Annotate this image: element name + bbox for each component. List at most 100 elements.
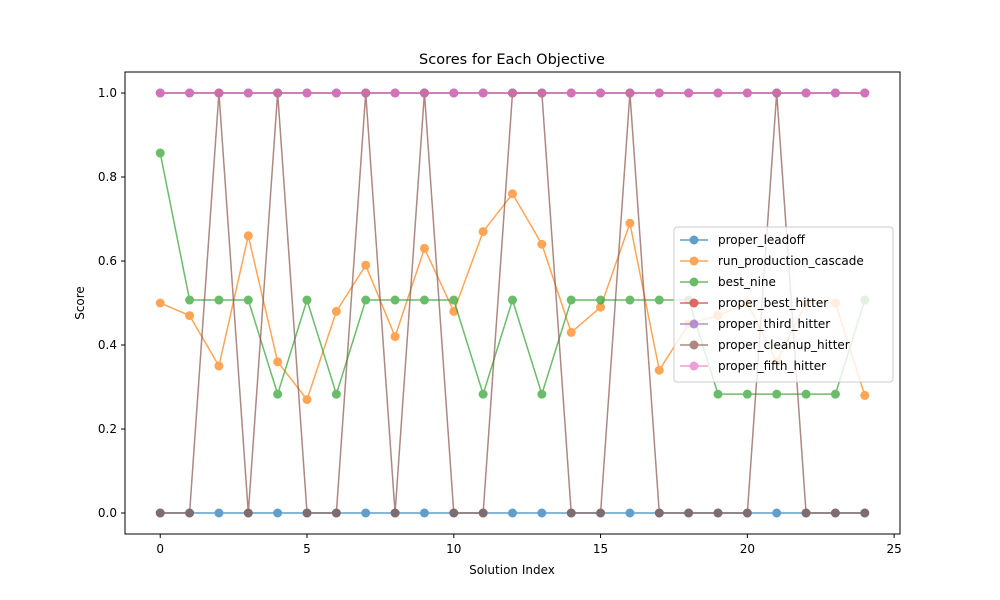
legend-item	[680, 361, 708, 371]
data-point	[478, 227, 488, 237]
data-point	[273, 389, 283, 399]
y-tick-label: 0.0	[98, 506, 117, 520]
legend-item	[680, 319, 708, 329]
x-tick-label: 0	[156, 542, 164, 556]
data-point	[478, 508, 488, 518]
legend-item	[680, 298, 708, 308]
data-point	[390, 508, 400, 518]
series-proper_leadoff	[155, 508, 870, 518]
x-tick-label: 10	[446, 542, 461, 556]
data-point	[566, 327, 576, 337]
y-tick-label: 0.8	[98, 170, 117, 184]
data-point	[625, 508, 635, 518]
data-point	[302, 88, 312, 98]
data-point	[742, 508, 752, 518]
axes: 0 5 10 15 20 25 0.0 0.2 0.4 0.6 0.8 1.0	[98, 86, 902, 556]
data-point	[654, 365, 664, 375]
data-point	[273, 508, 283, 518]
legend-label: proper_leadoff	[718, 233, 806, 247]
data-point	[566, 88, 576, 98]
data-point	[566, 508, 576, 518]
data-point	[155, 508, 165, 518]
x-tick-label: 25	[886, 542, 901, 556]
data-point	[537, 88, 547, 98]
data-point	[449, 295, 459, 305]
data-point	[772, 508, 782, 518]
data-point	[508, 295, 517, 305]
data-point	[361, 295, 371, 305]
legend-label: proper_third_hitter	[718, 317, 830, 331]
data-point	[537, 508, 547, 518]
data-point	[566, 295, 576, 305]
data-point	[830, 508, 840, 518]
legend-marker	[689, 256, 699, 266]
data-point	[801, 389, 811, 399]
plot-area	[155, 88, 870, 518]
data-point	[801, 88, 811, 98]
y-tick-label: 1.0	[98, 86, 117, 100]
data-point	[625, 218, 635, 228]
legend-marker	[689, 235, 699, 245]
data-point	[185, 508, 195, 518]
x-tick-label: 5	[303, 542, 311, 556]
x-tick-label: 15	[593, 542, 608, 556]
data-point	[596, 302, 606, 312]
data-point	[713, 389, 723, 399]
data-point	[185, 295, 195, 305]
legend-item	[680, 277, 708, 287]
data-point	[742, 88, 752, 98]
data-point	[214, 508, 224, 518]
data-point	[654, 508, 664, 518]
legend-label: run_production_cascade	[718, 254, 864, 268]
data-point	[419, 508, 429, 518]
data-point	[302, 508, 312, 518]
data-point	[155, 148, 165, 158]
series-proper_fifth_hitter	[155, 88, 870, 98]
data-point	[772, 88, 782, 98]
legend-label: proper_cleanup_hitter	[718, 338, 850, 352]
data-point	[537, 239, 547, 249]
data-point	[302, 295, 312, 305]
data-point	[713, 508, 723, 518]
data-point	[772, 389, 782, 399]
data-point	[654, 295, 664, 305]
data-point	[331, 306, 341, 316]
data-point	[214, 88, 224, 98]
data-point	[508, 508, 517, 518]
data-point	[243, 231, 253, 241]
data-point	[537, 389, 547, 399]
data-point	[214, 295, 224, 305]
series-best_nine	[155, 148, 870, 399]
data-point	[625, 88, 635, 98]
data-point	[713, 88, 723, 98]
legend-marker	[689, 298, 699, 308]
data-point	[449, 88, 459, 98]
data-point	[478, 88, 488, 98]
data-point	[155, 298, 165, 308]
data-point	[654, 88, 664, 98]
data-point	[830, 88, 840, 98]
data-point	[801, 508, 811, 518]
legend: proper_leadoff run_production_cascadebest…	[673, 226, 894, 383]
legend-marker	[689, 340, 699, 350]
legend-marker	[689, 361, 699, 371]
data-point	[860, 88, 870, 98]
data-point	[596, 508, 606, 518]
data-point	[361, 508, 371, 518]
data-point	[449, 508, 459, 518]
data-point	[243, 88, 253, 98]
legend-item	[680, 235, 708, 245]
legend-marker	[689, 319, 699, 329]
data-point	[596, 295, 606, 305]
x-axis-label: Solution Index	[469, 563, 555, 577]
data-point	[331, 88, 341, 98]
y-tick-label: 0.4	[98, 338, 117, 352]
data-point	[596, 88, 606, 98]
data-point	[331, 389, 341, 399]
data-point	[302, 395, 312, 405]
y-tick-label: 0.2	[98, 422, 117, 436]
legend-box	[673, 226, 894, 383]
data-point	[478, 389, 488, 399]
y-tick-label: 0.6	[98, 254, 117, 268]
